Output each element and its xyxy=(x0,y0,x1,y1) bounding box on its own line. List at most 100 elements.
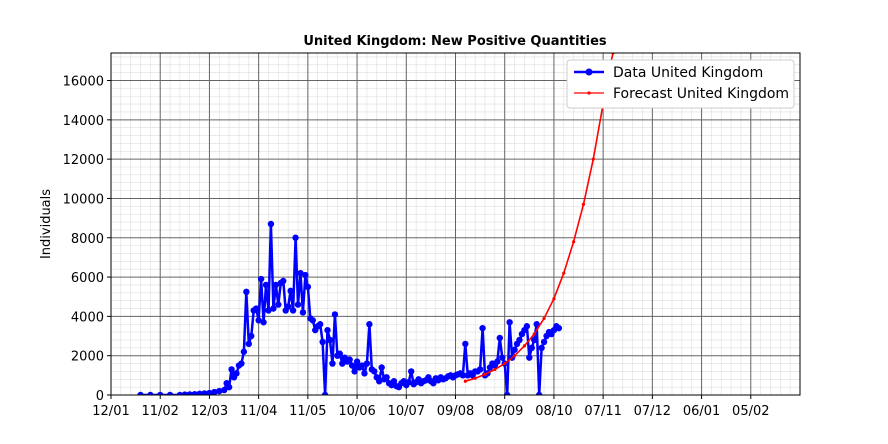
data-point xyxy=(376,378,383,385)
data-point xyxy=(540,338,548,346)
forecast-point xyxy=(493,367,497,372)
forecast-point xyxy=(532,332,536,336)
data-point xyxy=(280,277,287,285)
forecast-point xyxy=(473,376,477,380)
data-point xyxy=(166,391,174,395)
data-point xyxy=(329,360,336,367)
data-point xyxy=(526,354,533,361)
y-tick-label: 2000 xyxy=(71,350,104,365)
forecast-point xyxy=(562,271,566,275)
x-tick-label: 09/08 xyxy=(437,404,474,419)
forecast-point xyxy=(483,372,487,376)
data-point xyxy=(220,386,228,394)
data-point xyxy=(284,303,292,310)
x-tick-label: 07/12 xyxy=(634,404,671,419)
data-point xyxy=(408,368,415,375)
data-point xyxy=(383,374,390,381)
forecast-point xyxy=(542,316,546,320)
x-tick-label: 07/11 xyxy=(584,404,621,419)
data-point xyxy=(321,391,329,395)
x-tick-label: 11/05 xyxy=(289,404,326,419)
data-point xyxy=(430,380,437,387)
forecast-point xyxy=(591,157,595,161)
y-tick-label: 0 xyxy=(96,389,104,404)
y-tick-label: 10000 xyxy=(63,192,104,207)
data-point xyxy=(252,305,260,312)
legend-box xyxy=(566,59,795,109)
data-point xyxy=(270,305,277,312)
data-point xyxy=(528,344,535,352)
data-point xyxy=(216,387,223,395)
data-point xyxy=(358,362,366,369)
data-point xyxy=(336,350,344,357)
legend: Data United Kingdom Forecast United King… xyxy=(566,59,795,109)
x-tick-label: 12/03 xyxy=(191,404,228,419)
data-point xyxy=(238,360,245,367)
data-point xyxy=(531,336,538,344)
data-point xyxy=(516,336,523,344)
x-tick-label: 12/01 xyxy=(92,404,129,419)
chart-title: United Kingdom: New Positive Quantities xyxy=(303,34,607,49)
data-point xyxy=(260,319,267,326)
data-point xyxy=(339,360,346,367)
forecast-point xyxy=(581,202,586,206)
x-tick-label: 11/02 xyxy=(141,404,178,419)
data-point xyxy=(316,321,324,328)
data-point xyxy=(353,358,361,365)
data-point xyxy=(289,307,297,314)
data-point xyxy=(287,287,294,295)
series-layer xyxy=(137,53,615,395)
data-point xyxy=(186,391,193,395)
data-point xyxy=(511,346,518,353)
forecast-point xyxy=(522,344,527,348)
data-point xyxy=(361,370,368,377)
data-point xyxy=(292,234,299,241)
data-point xyxy=(555,324,563,332)
y-axis-label: Individuals xyxy=(39,189,54,259)
data-point xyxy=(523,323,531,330)
data-point xyxy=(228,366,235,373)
data-point xyxy=(147,391,154,395)
data-point xyxy=(462,340,469,348)
data-point xyxy=(245,340,252,348)
data-point xyxy=(240,348,248,355)
data-point xyxy=(191,391,198,395)
ticks: 12/01 11/02 12/03 11/04 11/05 10/06 10/07 09/08… xyxy=(63,75,770,419)
y-tick-label: 8000 xyxy=(71,232,104,247)
data-point xyxy=(346,356,353,363)
data-point xyxy=(196,390,203,395)
data-point xyxy=(371,368,378,375)
data-point xyxy=(302,271,309,279)
data-point xyxy=(494,358,501,365)
legend-data-label: Data United Kingdom xyxy=(613,65,763,81)
forecast-point xyxy=(503,361,507,366)
data-point xyxy=(496,334,503,342)
data-point xyxy=(499,354,506,361)
data-point xyxy=(331,311,339,318)
x-tick-label: 08/09 xyxy=(486,404,523,419)
data-point xyxy=(348,362,356,369)
data-point xyxy=(319,338,326,346)
data-point xyxy=(267,220,275,228)
data-point xyxy=(479,324,486,332)
data-point xyxy=(262,281,270,289)
data-point xyxy=(297,269,304,277)
data-point xyxy=(206,389,213,395)
data-point xyxy=(366,321,373,328)
forecast-point xyxy=(552,297,556,301)
legend-data-marker xyxy=(585,68,593,76)
data-point xyxy=(201,390,208,395)
data-point xyxy=(459,372,467,379)
y-tick-label: 6000 xyxy=(71,271,104,286)
data-point xyxy=(255,317,262,324)
data-point xyxy=(243,288,250,296)
data-point xyxy=(211,388,218,395)
data-point xyxy=(533,321,540,328)
data-point xyxy=(225,383,233,391)
data-point xyxy=(326,336,334,344)
x-tick-label: 11/04 xyxy=(240,404,277,419)
data-point xyxy=(181,391,189,395)
legend-forecast-label: Forecast United Kingdom xyxy=(613,86,789,102)
data-point xyxy=(294,301,302,308)
x-tick-label: 10/07 xyxy=(388,404,425,419)
